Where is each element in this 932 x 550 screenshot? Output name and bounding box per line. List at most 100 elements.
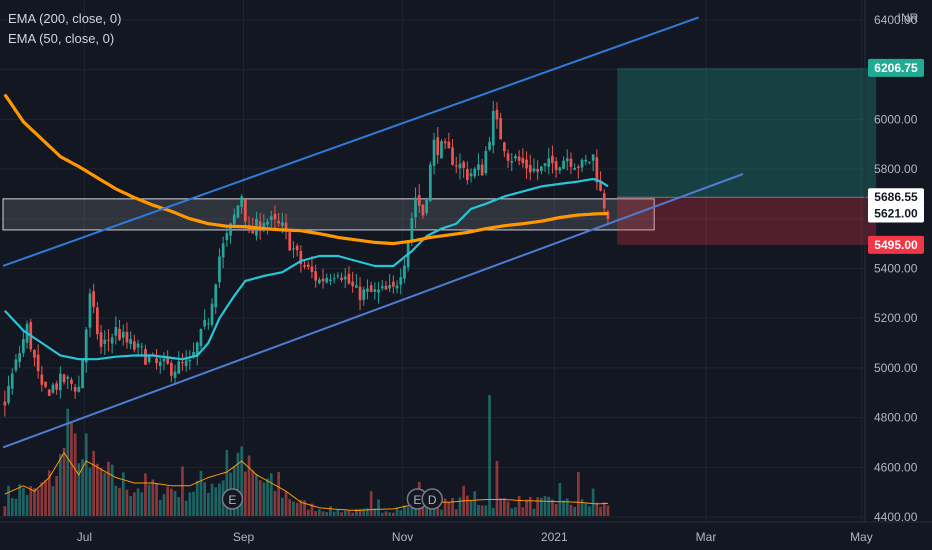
candle-body bbox=[577, 166, 580, 168]
candle-body bbox=[588, 161, 591, 163]
candle-body bbox=[484, 150, 488, 174]
volume-bar bbox=[133, 492, 136, 516]
volume-bar bbox=[29, 486, 33, 516]
volume-bar bbox=[343, 510, 347, 516]
candle-body bbox=[425, 198, 428, 213]
candle-body bbox=[136, 343, 140, 348]
candle-body bbox=[170, 362, 173, 376]
candle-body bbox=[343, 276, 347, 280]
candle-body bbox=[140, 346, 144, 348]
volume-bar bbox=[277, 472, 280, 516]
time-axis[interactable]: Jul Sep Nov 2021 Mar May bbox=[0, 521, 932, 544]
price-tick-label: 5200.00 bbox=[874, 311, 918, 325]
candle-body bbox=[266, 221, 269, 225]
candle-body bbox=[355, 285, 358, 288]
volume-bar bbox=[399, 510, 403, 516]
legend-ema50[interactable]: EMA (50, close, 0) bbox=[8, 31, 115, 46]
candle-body bbox=[70, 379, 73, 384]
volume-bar bbox=[440, 509, 443, 516]
candle-body bbox=[99, 332, 103, 347]
candle-body bbox=[558, 167, 562, 171]
candle-body bbox=[62, 374, 66, 383]
volume-bar bbox=[59, 453, 62, 516]
long-position-tool[interactable] bbox=[617, 67, 877, 245]
volume-bar bbox=[192, 491, 195, 516]
candle-body bbox=[510, 161, 514, 163]
volume-bar bbox=[51, 486, 55, 516]
candle-body bbox=[528, 164, 532, 173]
candle-body bbox=[351, 281, 354, 287]
candle-body bbox=[129, 339, 132, 345]
volume-bar bbox=[406, 506, 410, 516]
candle-body bbox=[336, 275, 340, 277]
volume-bar bbox=[96, 463, 99, 516]
volume-bar bbox=[355, 508, 358, 516]
volume-bar bbox=[14, 498, 18, 516]
candle-body bbox=[251, 226, 255, 234]
volume-bar bbox=[262, 482, 266, 516]
volume-bar bbox=[125, 489, 129, 516]
price-label-text: 5621.00 bbox=[874, 207, 918, 221]
candle-body bbox=[188, 359, 192, 362]
volume-bar bbox=[99, 467, 103, 516]
candle-body bbox=[10, 373, 14, 389]
candle-body bbox=[44, 381, 47, 387]
candle-body bbox=[114, 326, 118, 336]
candle-body bbox=[606, 211, 610, 219]
volume-bar bbox=[118, 487, 121, 516]
volume-bar bbox=[392, 512, 395, 516]
candle-body bbox=[162, 358, 166, 362]
volume-bar bbox=[432, 508, 436, 516]
candle-body bbox=[584, 159, 588, 162]
candles bbox=[3, 100, 610, 417]
volume-bar bbox=[18, 484, 21, 516]
volume-bar bbox=[321, 511, 325, 516]
volume-bar bbox=[491, 507, 495, 516]
time-tick-label: Nov bbox=[392, 530, 413, 544]
candle-body bbox=[440, 141, 443, 159]
volume-bar bbox=[73, 433, 77, 516]
candle-body bbox=[562, 160, 565, 169]
candle-body bbox=[7, 385, 10, 403]
candle-body bbox=[192, 352, 195, 357]
volume-bar bbox=[103, 472, 107, 516]
volume-bar bbox=[295, 502, 299, 516]
candle-body bbox=[395, 285, 399, 289]
time-tick-label: Sep bbox=[233, 530, 255, 544]
volume-bar bbox=[210, 483, 214, 516]
legend-ema200[interactable]: EMA (200, close, 0) bbox=[8, 11, 122, 26]
volume-bar bbox=[569, 504, 573, 516]
volume-bar bbox=[477, 504, 480, 516]
volume-bar bbox=[577, 472, 580, 516]
candle-body bbox=[81, 359, 84, 389]
price-label-box bbox=[868, 58, 924, 77]
trend-channel[interactable] bbox=[2, 16, 744, 449]
candle-body bbox=[277, 220, 280, 224]
candle-body bbox=[284, 222, 288, 231]
volume-bar bbox=[247, 455, 251, 516]
candle-body bbox=[495, 109, 499, 120]
candle-body bbox=[244, 199, 247, 222]
volume-bar bbox=[292, 501, 295, 516]
volume-bar bbox=[88, 467, 92, 516]
candle-body bbox=[55, 383, 58, 390]
volume-bar bbox=[36, 489, 40, 516]
event-marker-label: E bbox=[413, 493, 421, 507]
candle-body bbox=[321, 278, 325, 282]
candle-body bbox=[329, 279, 332, 282]
candle-body bbox=[447, 141, 451, 149]
volume-ma-path bbox=[4, 451, 609, 512]
candle-body bbox=[325, 277, 329, 283]
volume-bar bbox=[188, 492, 192, 516]
candle-body bbox=[236, 205, 240, 218]
candle-body bbox=[525, 159, 528, 169]
ema50-line bbox=[4, 177, 609, 361]
volume-bar bbox=[332, 511, 336, 516]
candle-body bbox=[203, 319, 206, 327]
grid-lines bbox=[0, 0, 865, 522]
candle-body bbox=[399, 277, 403, 285]
candle-body bbox=[166, 356, 169, 364]
volume-bar bbox=[203, 482, 206, 516]
